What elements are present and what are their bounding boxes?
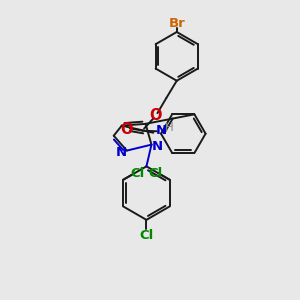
Text: H: H [165,121,174,134]
Text: N: N [155,124,167,137]
Text: N: N [151,140,162,153]
Text: Cl: Cl [148,167,163,180]
Text: Cl: Cl [130,167,145,180]
Text: O: O [150,108,162,123]
Text: Cl: Cl [139,229,154,242]
Text: O: O [120,122,133,137]
Text: N: N [116,146,127,159]
Text: Br: Br [168,17,185,30]
